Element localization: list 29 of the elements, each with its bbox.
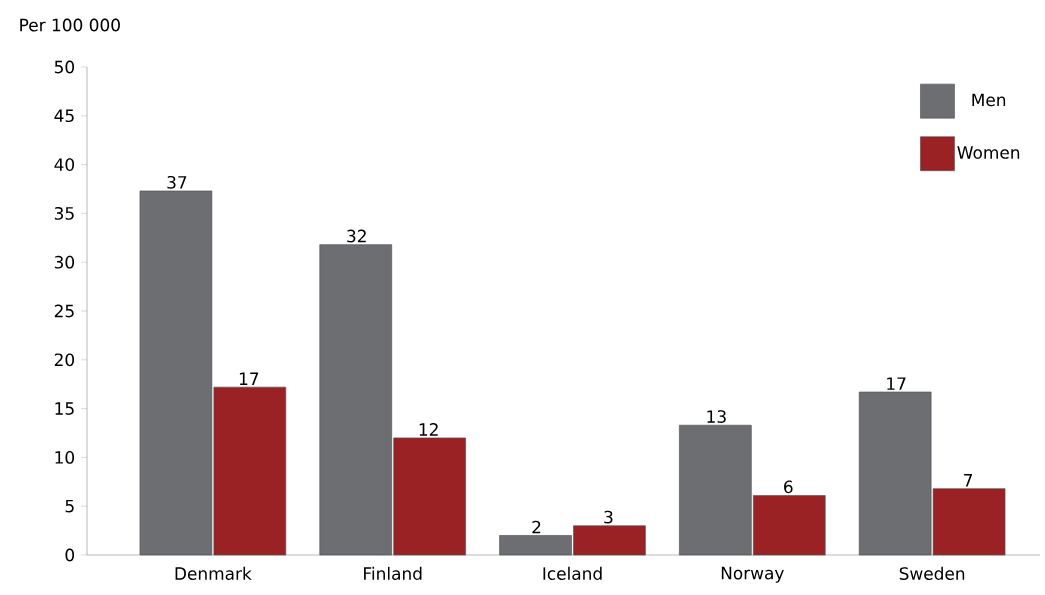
data-label: 37 — [167, 175, 187, 189]
y-tick-label: 25 — [54, 304, 74, 318]
y-tick-label: 15 — [55, 402, 74, 415]
data-label: 32 — [347, 229, 366, 243]
x-tick-label: Norway — [721, 566, 784, 583]
y-tick-label: 0 — [65, 548, 75, 562]
x-tick-label: Denmark — [175, 566, 252, 580]
x-tick-label: Iceland — [543, 566, 602, 580]
data-label: 17 — [239, 372, 259, 385]
data-label: 3 — [604, 510, 613, 524]
y-axis-title: Per 100 000 — [20, 18, 120, 32]
y-tick-label: 20 — [54, 353, 75, 367]
data-label: 2 — [532, 520, 541, 534]
x-tick-label: Finland — [364, 566, 422, 580]
data-label: 17 — [887, 377, 906, 390]
y-tick-label: 5 — [65, 499, 74, 513]
legend-label: Women — [957, 146, 1020, 159]
x-tick-label: Sweden — [899, 566, 965, 580]
y-tick-label: 45 — [54, 109, 74, 123]
y-tick-label: 30 — [54, 255, 75, 269]
y-tick-label: 40 — [54, 158, 75, 171]
data-label: 13 — [707, 410, 726, 423]
legend-label: Men — [972, 93, 1006, 107]
data-label: 7 — [964, 474, 973, 487]
y-tick-label: 10 — [55, 450, 75, 464]
y-tick-label: 35 — [54, 206, 74, 220]
y-tick-label: 50 — [54, 60, 75, 74]
data-label: 12 — [419, 423, 438, 436]
data-label: 6 — [784, 480, 793, 494]
